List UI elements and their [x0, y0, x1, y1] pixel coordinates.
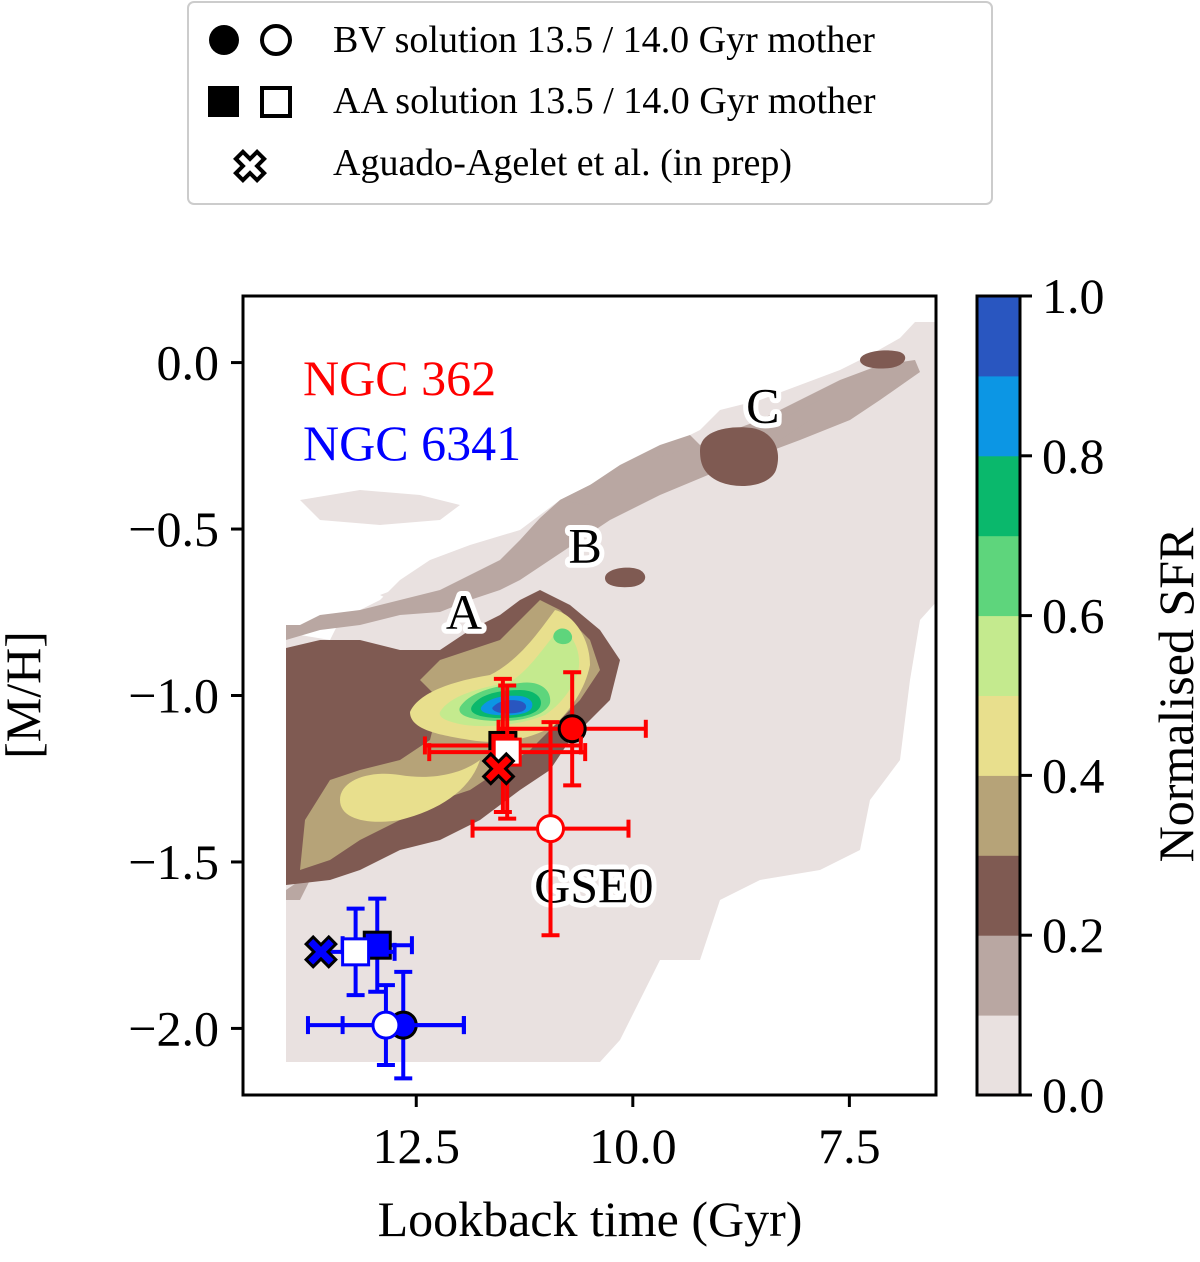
sfr-density-map [286, 322, 936, 1062]
colorbar-tick-label: 0.4 [1042, 747, 1105, 803]
legend-marker-open-x [233, 149, 267, 183]
colorbar-band [977, 375, 1020, 457]
x-tick-label: 12.5 [373, 1118, 461, 1174]
colorbar-tick-label: 0.6 [1042, 588, 1105, 644]
legend-marker-open-circle [260, 24, 292, 56]
sfr-level-4-5 [340, 760, 480, 822]
colorbar-tick-label: 1.0 [1042, 268, 1105, 324]
cluster-label-ngc362: NGC 362 [303, 350, 496, 406]
x-ticks: 12.5 10.0 7.5 [373, 1095, 881, 1174]
colorbar-ticks: 0.0 0.2 0.4 0.6 0.8 1.0 [1020, 268, 1105, 1123]
legend-marker-filled-circle [209, 25, 239, 55]
square-marker [341, 937, 371, 967]
circle-marker [371, 1010, 401, 1040]
region-label: C [746, 378, 779, 434]
legend-frame [187, 1, 993, 205]
y-ticks: 0.0 −0.5 −1.0 −1.5 −2.0 [128, 335, 243, 1056]
sfr-level-9-10 [492, 700, 527, 714]
legend-entry-aa: AA solution 13.5 / 14.0 Gyr mother [208, 80, 876, 122]
sfr-level-2-3-blob-far [860, 350, 906, 369]
colorbar-band [977, 615, 1020, 696]
cluster-label-ngc6341: NGC 6341 [303, 415, 521, 471]
data-point [481, 751, 516, 786]
circle-marker [536, 814, 566, 844]
sfr-level-1-2 [286, 360, 920, 900]
sfr-level-1-2-ridge [560, 400, 820, 505]
x-marker [303, 934, 338, 969]
y-tick-label: −0.5 [128, 501, 219, 557]
axes: 12.5 10.0 7.5 0.0 −0.5 −1.0 −1.5 −2.0 Lookback… [0, 294, 938, 1247]
data-point [303, 934, 338, 969]
y-tick-label: 0.0 [157, 335, 220, 391]
colorbar-tick-label: 0.2 [1042, 907, 1105, 963]
data-point [496, 670, 648, 788]
colorbar-tick-label: 0.0 [1042, 1067, 1105, 1123]
colorbar: 0.0 0.2 0.4 0.6 0.8 1.0 Normalised SFR [975, 268, 1200, 1123]
x-axis-label: Lookback time (Gyr) [378, 1191, 803, 1247]
colorbar-bands [977, 296, 1020, 1096]
x-tick-label: 10.0 [589, 1118, 677, 1174]
legend-marker-filled-square [208, 86, 239, 117]
region-label: A [446, 584, 482, 640]
sfr-level-2-3-blob-b [605, 567, 646, 588]
colorbar-frame [975, 294, 1022, 1097]
colorbar-band [977, 695, 1020, 776]
colorbar-band [977, 1015, 1020, 1096]
colorbar-band [977, 935, 1020, 1016]
colorbar-tick-label: 0.8 [1042, 428, 1105, 484]
sfr-level-6-7-upper [553, 628, 573, 645]
legend-label-bv: BV solution 13.5 / 14.0 Gyr mother [333, 19, 875, 61]
circle-marker [557, 714, 587, 744]
y-tick-label: −1.5 [128, 834, 219, 890]
legend-label-aa: AA solution 13.5 / 14.0 Gyr mother [333, 80, 876, 122]
y-tick-label: −1.0 [128, 668, 219, 724]
data-point [305, 983, 466, 1068]
legend-entry-bv: BV solution 13.5 / 14.0 Gyr mother [209, 19, 875, 61]
legend-label-aguado: Aguado-Agelet et al. (in prep) [333, 142, 792, 184]
data-points [303, 670, 648, 1081]
x-marker [481, 751, 516, 786]
legend-marker-open-square [260, 86, 292, 118]
y-tick-label: −2.0 [128, 1000, 219, 1056]
colorbar-label: Normalised SFR [1148, 527, 1200, 862]
sfr-level-2-3-blob-c [700, 427, 779, 486]
colorbar-band [977, 455, 1020, 537]
legend: BV solution 13.5 / 14.0 Gyr mother AA so… [187, 1, 993, 205]
colorbar-band [977, 775, 1020, 856]
colorbar-band [977, 535, 1020, 617]
region-label: B [568, 517, 601, 573]
x-tick-label: 7.5 [818, 1118, 881, 1174]
colorbar-band [977, 296, 1020, 377]
data-point [470, 720, 631, 938]
legend-entry-aguado: Aguado-Agelet et al. (in prep) [233, 142, 792, 184]
cluster-labels: NGC 362 NGC 6341 [303, 350, 521, 471]
sfr-level-0-1-patch-left [300, 490, 460, 525]
y-axis-label: [M/H] [0, 631, 51, 759]
colorbar-band [977, 855, 1020, 936]
